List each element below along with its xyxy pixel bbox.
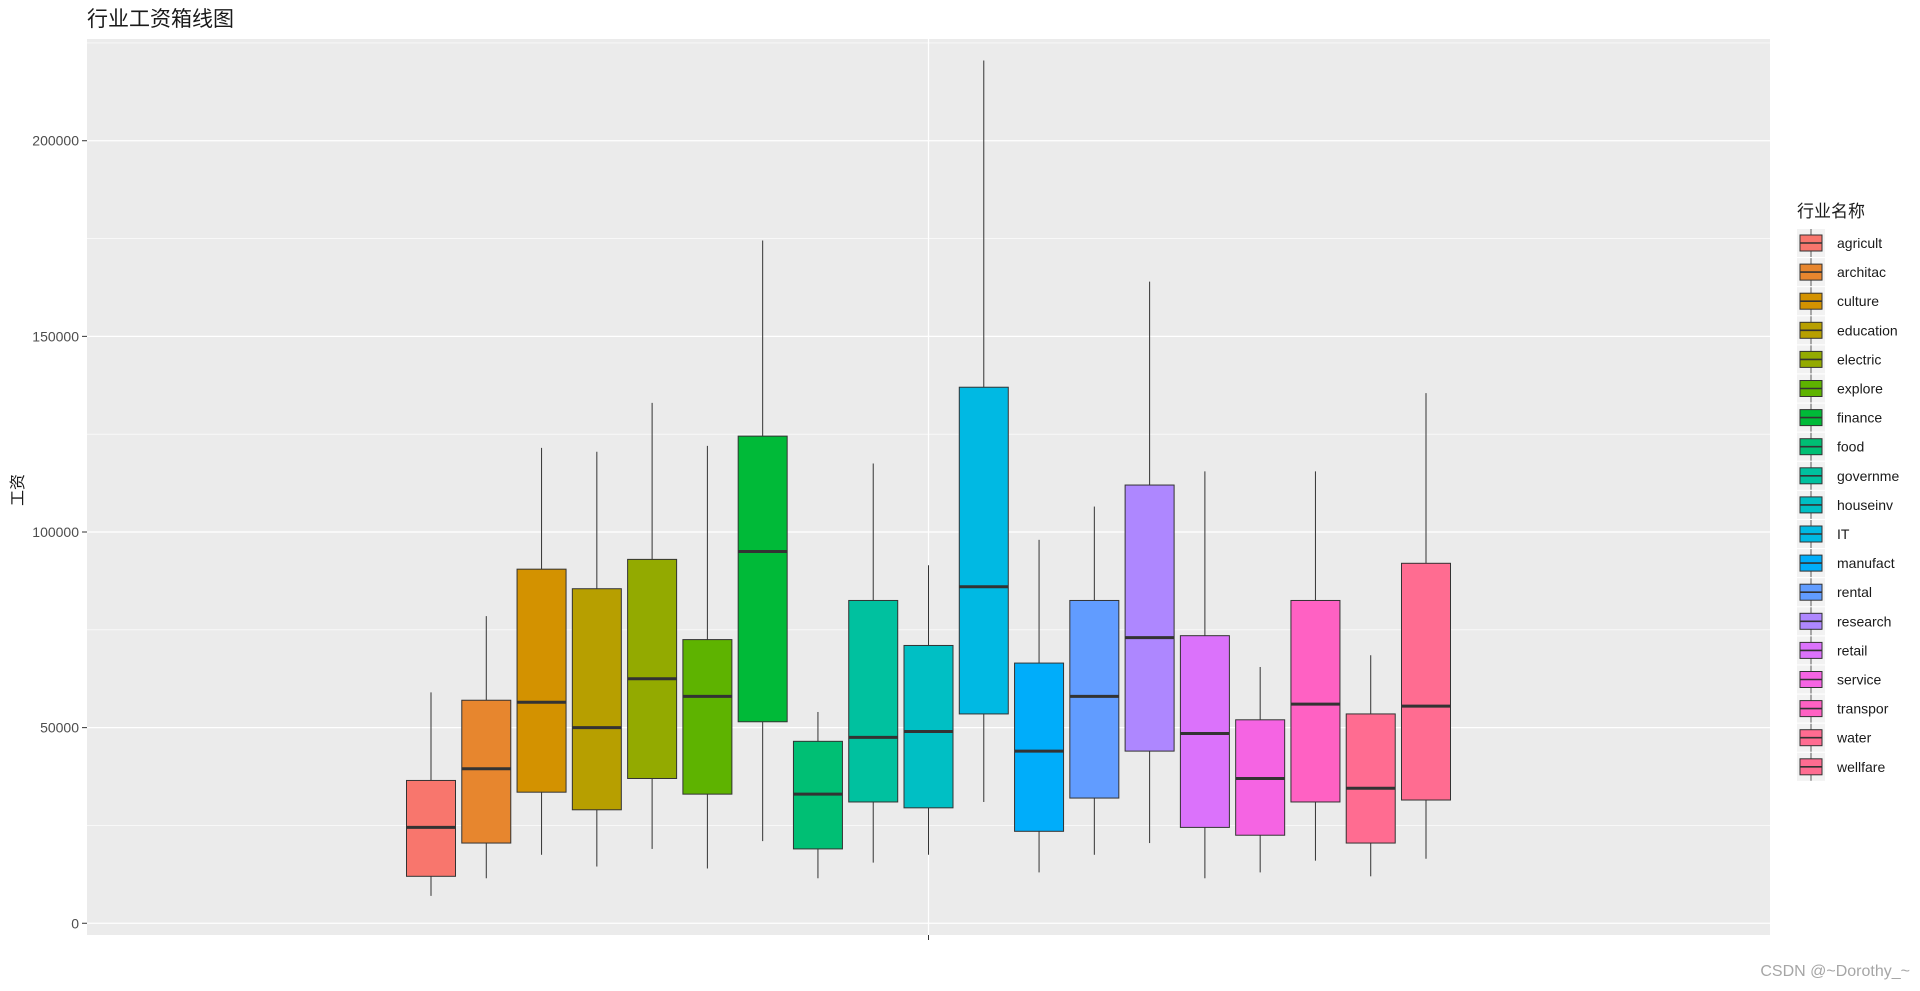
legend-item-explore: explore (1797, 374, 1883, 403)
legend-label: IT (1837, 526, 1850, 542)
legend-label: retail (1837, 642, 1867, 658)
iqr-box (571, 588, 622, 811)
legend-label: electric (1837, 351, 1881, 367)
box-education (571, 451, 622, 867)
legend-label: wellfare (1836, 759, 1885, 775)
iqr-box (1014, 662, 1065, 832)
boxes (406, 60, 1451, 896)
box-agricult (406, 692, 456, 896)
y-axis-title: 工资 (8, 474, 27, 506)
legend: 行业名称 agricult architac culture education ele… (1797, 202, 1899, 781)
watermark-text: CSDN @~Dorothy_~ (1760, 963, 1910, 980)
box-IT (958, 60, 1009, 802)
legend-label: manufact (1837, 555, 1895, 571)
legend-label: transpor (1837, 701, 1889, 717)
legend-item-food: food (1797, 432, 1864, 461)
iqr-box (461, 699, 512, 844)
iqr-box (1290, 599, 1341, 803)
iqr-box (1179, 635, 1230, 828)
y-tick-label: 100000 (32, 524, 79, 540)
legend-label: water (1836, 730, 1872, 746)
box-service (1235, 666, 1286, 873)
legend-label: finance (1837, 410, 1882, 426)
box-rental (1069, 506, 1120, 855)
legend-item-governme: governme (1797, 461, 1899, 490)
legend-item-rental: rental (1797, 578, 1872, 607)
box-explore (682, 445, 733, 869)
box-houseinv (903, 565, 954, 855)
box-water (1345, 655, 1396, 877)
legend-label: rental (1837, 584, 1872, 600)
legend-label: governme (1837, 468, 1899, 484)
legend-item-retail: retail (1797, 636, 1867, 665)
legend-label: food (1837, 439, 1864, 455)
iqr-box (958, 386, 1009, 715)
y-tick-label: 150000 (32, 328, 79, 344)
box-retail (1179, 471, 1230, 879)
legend-item-water: water (1797, 723, 1872, 752)
box-electric (627, 402, 678, 849)
y-tick-label: 50000 (40, 720, 79, 736)
legend-item-transpor: transpor (1797, 694, 1889, 723)
iqr-box (848, 599, 899, 803)
iqr-box (737, 435, 788, 723)
box-architac (461, 616, 512, 879)
legend-item-wellfare: wellfare (1797, 752, 1885, 781)
legend-item-service: service (1797, 665, 1882, 694)
iqr-box (903, 644, 954, 809)
legend-label: education (1837, 322, 1898, 338)
legend-label: agricult (1837, 235, 1882, 251)
iqr-box (682, 639, 733, 795)
legend-item-manufact: manufact (1797, 549, 1895, 578)
iqr-box (1401, 562, 1451, 801)
legend-item-architac: architac (1797, 258, 1886, 287)
legend-item-culture: culture (1797, 287, 1879, 316)
box-food (792, 711, 843, 879)
legend-item-agricult: agricult (1797, 229, 1882, 257)
legend-label: explore (1837, 381, 1883, 397)
legend-item-research: research (1797, 607, 1891, 636)
legend-label: houseinv (1837, 497, 1893, 513)
box-culture (516, 447, 567, 855)
iqr-box (1069, 599, 1120, 799)
y-axis-ticks: 0 50000 100000 150000 200000 (32, 133, 87, 931)
legend-label: service (1837, 672, 1882, 688)
legend-label: architac (1837, 264, 1886, 280)
box-governme (848, 463, 899, 863)
chart-title: 行业工资箱线图 (87, 7, 234, 31)
iqr-box (627, 558, 678, 779)
legend-label: research (1837, 613, 1891, 629)
legend-item-finance: finance (1797, 403, 1882, 432)
y-tick-label: 0 (71, 915, 79, 931)
legend-label: culture (1837, 293, 1879, 309)
legend-item-education: education (1797, 316, 1898, 345)
legend-title: 行业名称 (1797, 202, 1865, 222)
box-manufact (1014, 539, 1065, 873)
legend-item-houseinv: houseinv (1797, 490, 1893, 519)
box-research (1124, 281, 1175, 844)
iqr-box (1345, 713, 1396, 844)
box-transpor (1290, 471, 1341, 861)
iqr-box (1124, 484, 1175, 752)
y-tick-label: 200000 (32, 133, 79, 149)
legend-item-IT: IT (1797, 520, 1850, 548)
box-wellfare (1401, 393, 1451, 859)
legend-item-electric: electric (1797, 345, 1881, 374)
box-finance (737, 240, 788, 842)
iqr-box (516, 568, 567, 793)
